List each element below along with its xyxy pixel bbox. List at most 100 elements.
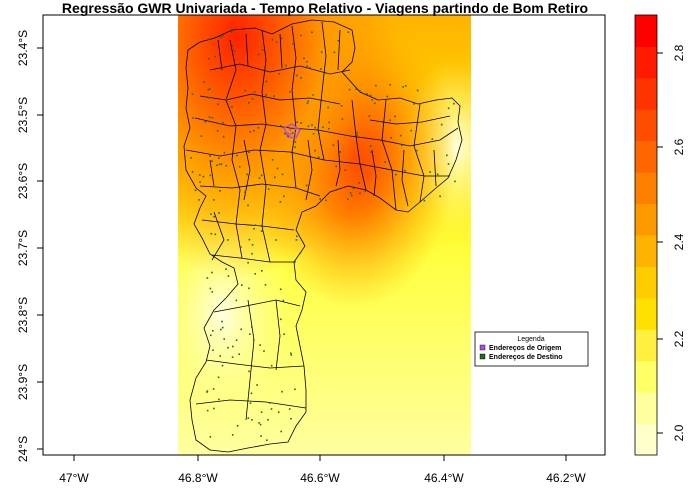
destination-point xyxy=(284,132,286,135)
destination-point xyxy=(300,34,302,37)
colorbar-tick-label: 2.4 xyxy=(672,233,686,250)
destination-point xyxy=(320,68,322,70)
destination-point xyxy=(206,390,209,392)
destination-point xyxy=(248,287,250,290)
destination-point xyxy=(275,239,277,241)
destination-point xyxy=(192,117,194,119)
destination-point xyxy=(191,93,194,95)
legend-title: Legenda xyxy=(517,336,544,343)
colorbar-cell xyxy=(635,423,657,456)
destination-point xyxy=(257,53,260,56)
destination-point xyxy=(335,165,337,168)
colorbar-cell xyxy=(635,266,657,299)
destination-point xyxy=(270,408,273,410)
destination-point xyxy=(288,408,291,410)
destination-point xyxy=(322,126,324,128)
destination-point xyxy=(206,277,209,279)
y-tick-label: 23.9°S xyxy=(16,364,30,400)
destination-point xyxy=(225,98,228,101)
destination-point xyxy=(202,175,205,178)
destination-point xyxy=(439,195,441,198)
colorbar-tick-label: 2.0 xyxy=(672,424,686,441)
destination-point xyxy=(299,252,302,254)
destination-point xyxy=(327,127,330,130)
destination-point xyxy=(429,171,431,173)
destination-point xyxy=(294,388,296,391)
destination-point xyxy=(454,180,456,183)
legend-frame xyxy=(474,331,589,367)
colorbar-cell xyxy=(635,15,657,47)
destination-point xyxy=(258,177,261,179)
legend-swatch-destination xyxy=(479,353,486,360)
destination-point xyxy=(291,132,294,134)
origin-point xyxy=(287,132,290,135)
destination-point xyxy=(261,230,264,232)
destination-point xyxy=(389,119,391,121)
destination-point xyxy=(254,224,257,226)
destination-point xyxy=(248,238,251,241)
destination-point xyxy=(218,212,220,214)
destination-point xyxy=(446,154,448,157)
destination-point xyxy=(213,36,216,39)
destination-point xyxy=(211,271,213,274)
destination-point xyxy=(219,36,221,38)
destination-point xyxy=(368,115,371,117)
destination-point xyxy=(312,94,314,96)
destination-point xyxy=(209,155,211,157)
destination-point xyxy=(292,43,294,45)
destination-point xyxy=(276,167,279,170)
destination-point xyxy=(261,49,264,51)
destination-point xyxy=(267,419,269,421)
gwr-surface xyxy=(178,15,471,455)
destination-point xyxy=(227,275,230,277)
destination-point xyxy=(394,115,396,118)
destination-point xyxy=(213,407,215,410)
destination-point xyxy=(370,151,372,153)
destination-point xyxy=(350,194,353,197)
destination-point xyxy=(327,106,329,109)
destination-point xyxy=(241,284,243,286)
destination-point xyxy=(209,287,212,290)
destination-point xyxy=(208,96,210,99)
destination-point xyxy=(227,346,229,349)
x-tick-label: 46.8°W xyxy=(178,471,218,485)
destination-point xyxy=(405,199,408,201)
destination-point xyxy=(308,67,311,69)
destination-point xyxy=(279,288,282,291)
destination-point xyxy=(217,103,219,106)
legend-swatch-origin xyxy=(479,344,486,351)
destination-point xyxy=(300,122,302,124)
destination-point xyxy=(404,169,406,172)
destination-point xyxy=(251,252,253,255)
colorbar-cell xyxy=(635,329,657,362)
destination-point xyxy=(344,169,347,171)
origin-point xyxy=(289,128,292,131)
colorbar-cell xyxy=(635,140,657,173)
destination-point xyxy=(214,55,216,58)
colorbar-tick-label: 2.8 xyxy=(672,44,686,61)
destination-point xyxy=(252,339,255,341)
destination-point xyxy=(219,355,221,357)
destination-point xyxy=(225,268,227,270)
y-tick-label: 23.4°S xyxy=(16,30,30,66)
destination-point xyxy=(289,91,291,93)
destination-point xyxy=(214,233,217,236)
address-points xyxy=(190,30,456,441)
destination-point xyxy=(340,105,343,107)
colorbar-cell xyxy=(635,77,657,110)
legend-item-origin: Endereços de Origem xyxy=(489,345,561,352)
destination-point xyxy=(341,118,344,120)
destination-point xyxy=(258,422,260,424)
destination-point xyxy=(248,101,250,104)
destination-point xyxy=(212,349,214,351)
destination-point xyxy=(261,270,263,272)
destination-point xyxy=(369,145,372,147)
destination-point xyxy=(356,134,358,136)
destination-point xyxy=(266,439,268,441)
destination-point xyxy=(253,91,256,93)
destination-point xyxy=(359,192,361,195)
destination-point xyxy=(402,86,404,88)
destination-point xyxy=(209,174,212,177)
destination-point xyxy=(200,135,203,137)
x-tick-label: 46.2°W xyxy=(546,471,586,485)
